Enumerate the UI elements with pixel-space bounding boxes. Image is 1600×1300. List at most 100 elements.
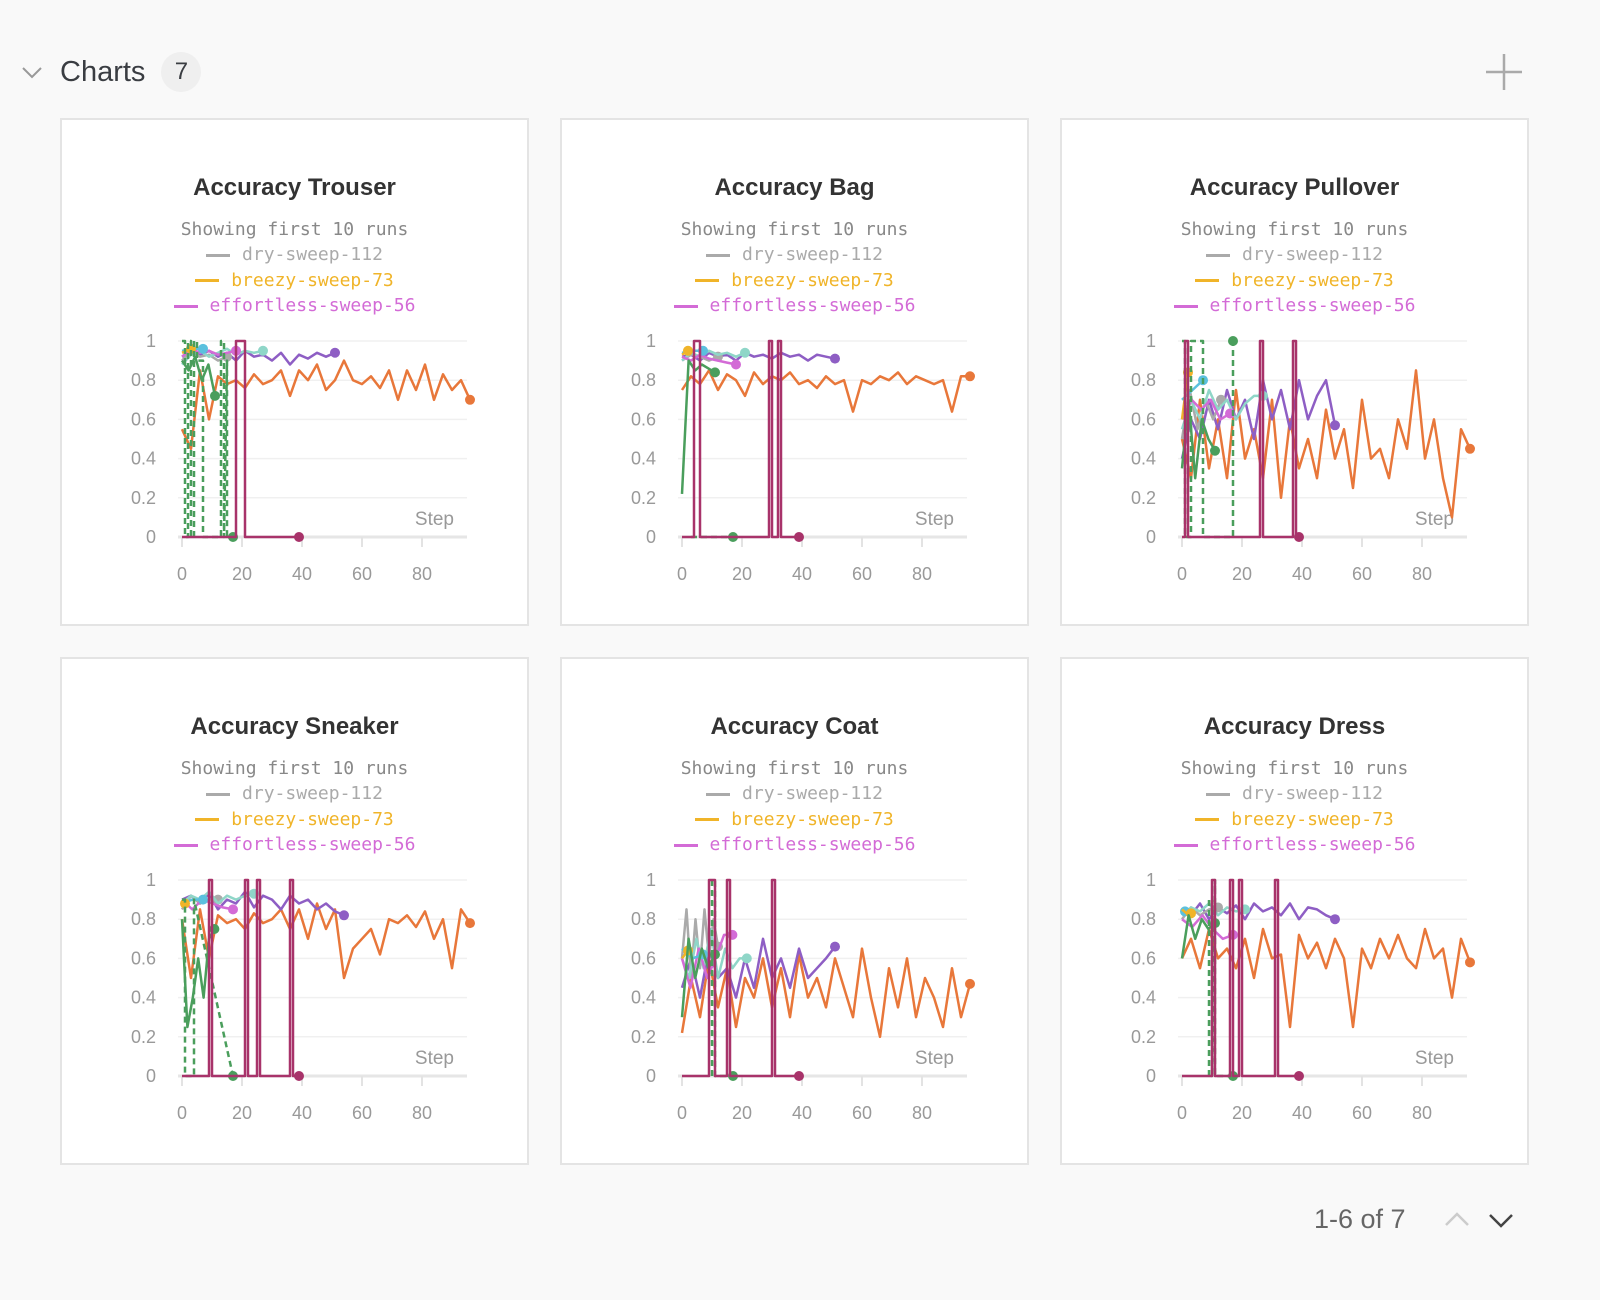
legend-label: effortless-sweep-56 bbox=[709, 834, 916, 855]
x-axis-label: Step bbox=[915, 509, 954, 530]
series-end-marker bbox=[228, 904, 238, 915]
legend-label: dry-sweep-112 bbox=[742, 244, 883, 265]
chart-panel[interactable]: Accuracy Bag Showing first 10 runs dry-sw… bbox=[560, 118, 1029, 626]
y-tick-label: 0 bbox=[1146, 1066, 1156, 1086]
legend-swatch bbox=[195, 818, 220, 821]
x-tick-label: 60 bbox=[1352, 1103, 1372, 1123]
series-end-marker bbox=[339, 910, 349, 921]
legend-swatch bbox=[173, 843, 198, 847]
legend-swatch bbox=[1173, 304, 1198, 308]
series-end-marker bbox=[465, 394, 475, 405]
line-chart: 0 0.2 0.4 0.6 0.8 1 0 20 40 60 80 Step bbox=[131, 331, 475, 584]
legend-item: effortless-sweep-56 bbox=[62, 295, 527, 316]
chart-count-badge: 7 bbox=[161, 52, 202, 92]
x-axis-label: Step bbox=[415, 509, 454, 530]
x-tick-label: 0 bbox=[1177, 564, 1187, 584]
series-end-marker bbox=[731, 359, 741, 370]
legend-swatch bbox=[1206, 253, 1231, 257]
chart-panel[interactable]: Accuracy Trouser Showing first 10 runs dr… bbox=[60, 118, 529, 626]
series-end-marker bbox=[210, 390, 220, 401]
chart-subtitle: Showing first 10 runs bbox=[180, 758, 409, 779]
series-end-marker bbox=[180, 898, 190, 909]
series-line bbox=[1182, 339, 1235, 539]
x-tick-label: 80 bbox=[912, 564, 932, 584]
chevron-up-icon[interactable] bbox=[1442, 1205, 1472, 1235]
series-end-marker bbox=[258, 345, 268, 356]
chart-subtitle: Showing first 10 runs bbox=[180, 219, 409, 240]
legend-item: breezy-sweep-73 bbox=[562, 809, 1027, 830]
legend-swatch bbox=[673, 843, 698, 847]
legend-label: breezy-sweep-73 bbox=[731, 269, 894, 291]
series-line bbox=[680, 369, 970, 413]
x-tick-label: 40 bbox=[792, 564, 812, 584]
x-tick-label: 20 bbox=[1232, 1103, 1252, 1123]
legend-item: dry-sweep-112 bbox=[62, 783, 527, 804]
legend-label: effortless-sweep-56 bbox=[709, 295, 916, 316]
series-end-marker bbox=[1330, 420, 1340, 431]
legend-swatch bbox=[695, 279, 720, 282]
series-line bbox=[680, 937, 836, 999]
y-tick-label: 0.6 bbox=[1131, 948, 1156, 968]
legend-item: breezy-sweep-73 bbox=[1062, 809, 1527, 830]
y-tick-label: 0.8 bbox=[1131, 370, 1156, 390]
y-tick-label: 0.2 bbox=[631, 488, 656, 508]
y-tick-label: 1 bbox=[1146, 331, 1156, 351]
chart-panel[interactable]: Accuracy Coat Showing first 10 runs dry-s… bbox=[560, 657, 1029, 1165]
chart-title: Accuracy Bag bbox=[714, 174, 875, 201]
x-tick-label: 0 bbox=[177, 564, 187, 584]
legend-item: dry-sweep-112 bbox=[62, 244, 527, 265]
series-line bbox=[1180, 927, 1472, 1029]
y-tick-label: 0.2 bbox=[131, 488, 156, 508]
series-end-marker bbox=[198, 894, 208, 905]
chart-title: Accuracy Pullover bbox=[1189, 174, 1400, 201]
legend-swatch bbox=[706, 792, 731, 796]
pagination-label: 1-6 of 7 bbox=[1314, 1204, 1406, 1234]
chart-panel[interactable]: Accuracy Pullover Showing first 10 runs d… bbox=[1060, 118, 1529, 626]
series-end-marker bbox=[1210, 445, 1220, 456]
y-tick-label: 0.6 bbox=[631, 409, 656, 429]
series-end-marker bbox=[965, 978, 975, 989]
chart-panel[interactable]: Accuracy Dress Showing first 10 runs dry-… bbox=[1060, 657, 1529, 1165]
x-tick-label: 0 bbox=[677, 1103, 687, 1123]
series-end-marker bbox=[198, 343, 208, 354]
y-tick-label: 0.8 bbox=[131, 909, 156, 929]
chevron-down-icon[interactable] bbox=[1486, 1205, 1516, 1235]
series-end-marker bbox=[1294, 532, 1304, 542]
chart-title: Accuracy Dress bbox=[1203, 713, 1386, 740]
legend-item: effortless-sweep-56 bbox=[1062, 295, 1527, 316]
series-line bbox=[680, 933, 733, 990]
chart-subtitle: Showing first 10 runs bbox=[680, 219, 909, 240]
chart-subtitle: Showing first 10 runs bbox=[680, 758, 909, 779]
series-end-marker bbox=[710, 367, 720, 378]
legend-label: breezy-sweep-73 bbox=[1231, 269, 1394, 291]
x-tick-label: 80 bbox=[412, 1103, 432, 1123]
legend-label: effortless-sweep-56 bbox=[1209, 295, 1416, 316]
series-line bbox=[1182, 339, 1299, 539]
series-line bbox=[1182, 878, 1299, 1078]
y-tick-label: 0.2 bbox=[631, 1027, 656, 1047]
y-tick-label: 0.4 bbox=[131, 449, 156, 469]
y-tick-label: 0 bbox=[646, 1066, 656, 1086]
legend-item: effortless-sweep-56 bbox=[1062, 834, 1527, 855]
y-tick-label: 0.4 bbox=[131, 988, 156, 1008]
section-title: Charts bbox=[60, 55, 146, 88]
x-tick-label: 60 bbox=[352, 1103, 372, 1123]
legend-swatch bbox=[1206, 792, 1231, 796]
x-tick-label: 80 bbox=[412, 564, 432, 584]
plus-icon[interactable] bbox=[1484, 52, 1524, 92]
legend-label: breezy-sweep-73 bbox=[1231, 808, 1394, 830]
legend-item: dry-sweep-112 bbox=[562, 244, 1027, 265]
legend-item: dry-sweep-112 bbox=[562, 783, 1027, 804]
chart-panel[interactable]: Accuracy Sneaker Showing first 10 runs dr… bbox=[60, 657, 529, 1165]
legend-swatch bbox=[673, 304, 698, 308]
legend-item: breezy-sweep-73 bbox=[562, 270, 1027, 291]
chevron-down-icon[interactable] bbox=[20, 60, 44, 84]
x-tick-label: 60 bbox=[852, 1103, 872, 1123]
y-tick-label: 1 bbox=[146, 331, 156, 351]
series-end-marker bbox=[465, 918, 475, 929]
x-tick-label: 40 bbox=[1292, 564, 1312, 584]
y-tick-label: 0.8 bbox=[131, 370, 156, 390]
y-tick-label: 0.4 bbox=[631, 988, 656, 1008]
legend-swatch bbox=[1195, 818, 1220, 821]
series-line bbox=[182, 898, 235, 1078]
